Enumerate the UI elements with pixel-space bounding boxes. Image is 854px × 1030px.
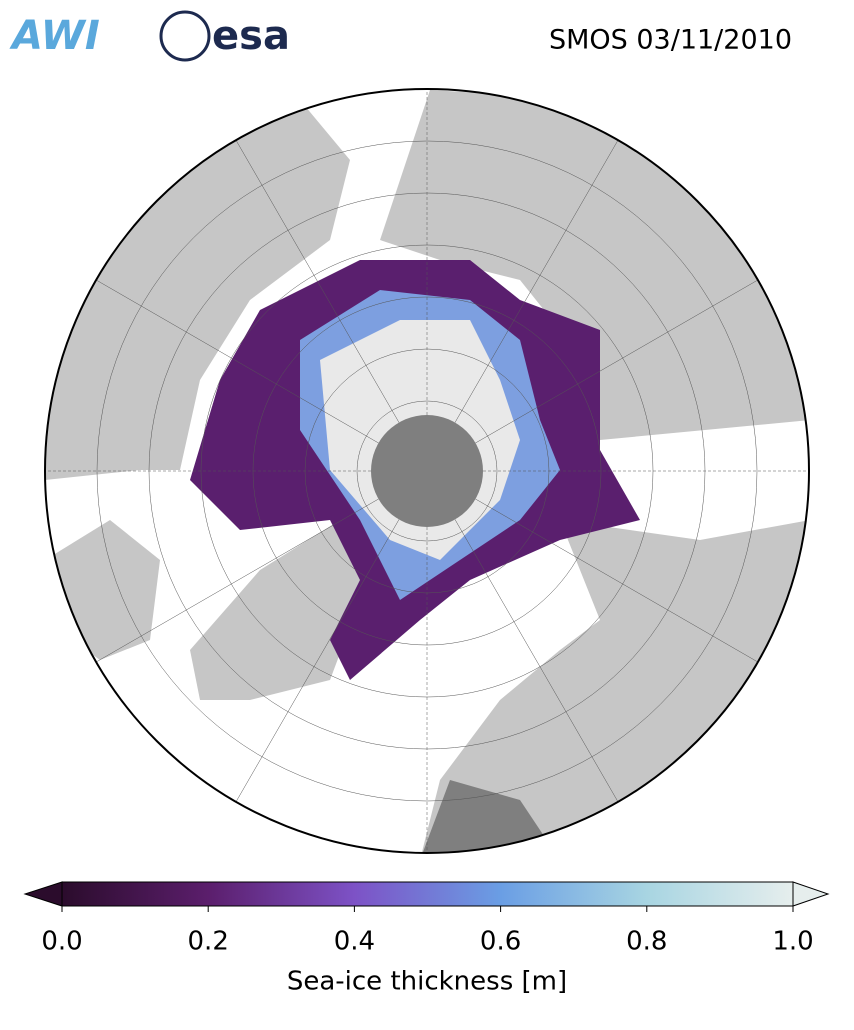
land	[45, 100, 350, 480]
map	[45, 89, 809, 853]
colorbar-tick-label: 0.4	[334, 927, 375, 957]
logos: AWI esa	[9, 10, 290, 62]
greenland	[190, 520, 380, 700]
meridian	[454, 124, 628, 423]
awi-logo: AWI	[9, 13, 100, 59]
colorbar-tick-label: 0.8	[626, 927, 667, 957]
parallel	[96, 140, 758, 802]
parallel	[356, 400, 498, 542]
extend-min	[23, 881, 63, 907]
colorbar-tick-label: 0.6	[480, 927, 521, 957]
map-frame	[44, 88, 810, 854]
meridian	[80, 498, 379, 672]
extend-max	[792, 881, 830, 907]
esa-logo: esa	[212, 13, 290, 59]
meridian	[454, 519, 628, 818]
colorbar-tick-label: 0.0	[41, 927, 82, 957]
colorbar-body	[61, 881, 794, 907]
colorbar-tick-label: 1.0	[772, 927, 813, 957]
esa-emblem	[159, 10, 211, 62]
meridian	[226, 124, 400, 423]
meridian	[80, 270, 379, 444]
pole-hole	[371, 415, 483, 527]
colorbar: Sea-ice thickness [m] 0.0 0.2 0.4 0.6 0.8 1.0	[23, 881, 830, 997]
colorbar-tick-label: 0.2	[188, 927, 229, 957]
meridian	[475, 498, 774, 672]
colorbar-label: Sea-ice thickness [m]	[287, 967, 567, 997]
title: SMOS 03/11/2010	[549, 25, 792, 56]
meridian	[226, 519, 400, 818]
meridian	[475, 270, 774, 444]
